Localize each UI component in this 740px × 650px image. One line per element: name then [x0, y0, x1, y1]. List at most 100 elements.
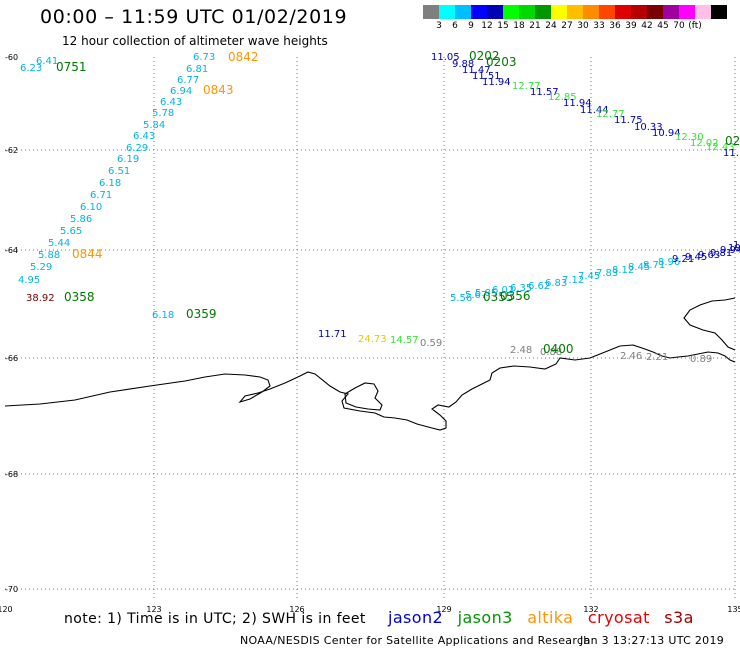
wave-height-label: 10.28 — [733, 240, 740, 251]
pass-time-label: 0359 — [186, 307, 217, 321]
wave-height-label: 6.62 — [528, 281, 550, 292]
pass-time-label: 0356 — [500, 289, 531, 303]
lon-tick-label: 132 — [583, 605, 598, 614]
color-swatch — [567, 5, 583, 19]
wave-height-label: 6.83 — [545, 278, 567, 289]
wave-height-label: 9.63 — [698, 250, 720, 261]
scale-label: 24 — [545, 21, 557, 31]
lat-tick-label: -70 — [5, 585, 18, 594]
wave-height-label: 7.83 — [596, 268, 618, 279]
wave-height-label: 5.44 — [48, 238, 70, 249]
wave-height-label: 6.29 — [126, 143, 148, 154]
wave-height-label: 6.71 — [90, 190, 112, 201]
wave-height-label: 12.77 — [596, 109, 625, 120]
scale-label: 70 — [673, 21, 685, 31]
wave-height-label: 11.94 — [482, 77, 511, 88]
scale-label: 12 — [481, 21, 493, 31]
wave-height-label: 8.12 — [612, 265, 634, 276]
scale-label: 36 — [609, 21, 621, 31]
wave-height-label: 5.56 — [450, 293, 472, 304]
wave-height-label: 0.89 — [690, 354, 712, 365]
wave-height-label: 6.10 — [80, 202, 102, 213]
lon-tick-label: 135 — [727, 605, 740, 614]
lon-tick-label: 126 — [289, 605, 304, 614]
wave-height-label: 9.45 — [685, 252, 707, 263]
wave-height-label: 12.43 — [706, 142, 735, 153]
wave-height-label: 6.43 — [160, 97, 182, 108]
lat-tick-label: -68 — [5, 470, 18, 479]
wave-height-label: 8.71 — [643, 260, 665, 271]
wave-height-label: 5.78 — [152, 108, 174, 119]
color-swatch — [455, 5, 471, 19]
pass-time-label: 0400 — [543, 342, 574, 356]
scale-label: 6 — [452, 21, 458, 31]
color-swatch — [439, 5, 455, 19]
wave-height-label: 5.67 — [465, 290, 487, 301]
wave-height-label: 24.73 — [358, 334, 387, 345]
pass-time-label: 0355 — [483, 290, 514, 304]
wave-height-label: 9.88 — [452, 59, 474, 70]
wave-height-label: 6.73 — [193, 52, 215, 63]
lat-tick-label: -62 — [5, 146, 18, 155]
wave-height-label: 0.88 — [540, 347, 562, 358]
color-swatch — [695, 5, 711, 19]
legend-cryosat: cryosat — [587, 608, 650, 627]
color-swatch — [663, 5, 679, 19]
wave-height-label: 9.21 — [672, 254, 694, 265]
wave-height-label: 10.41 — [0, 0, 29, 3]
wave-height-label: 10.33 — [634, 122, 663, 133]
wave-height-label: 6.23 — [20, 63, 42, 74]
wave-height-label: 10.94 — [652, 128, 681, 139]
color-swatch — [471, 5, 487, 19]
pass-time-label: 0202 — [469, 49, 500, 63]
wave-height-label: 10.12 — [728, 243, 740, 254]
wave-height-label: 2.46 — [620, 351, 642, 362]
coastline-east-promontory — [683, 297, 736, 351]
pass-time-label: 0203 — [486, 55, 517, 69]
satellite-legend: jason2 jason3 altika cryosat s3a — [388, 608, 703, 627]
color-swatch — [599, 5, 615, 19]
color-scale-labels: 3 6 9 12 15 18 21 24 27 30 33 36 39 42 45 70 (ft) — [423, 21, 740, 35]
wave-height-label: 8.96 — [658, 257, 680, 268]
wave-height-label: 11.75 — [614, 115, 643, 126]
wave-height-label: 11.94 — [563, 98, 592, 109]
scale-label: 39 — [625, 21, 637, 31]
wave-height-label: 6.77 — [177, 75, 199, 86]
color-swatch — [503, 5, 519, 19]
wave-height-label: 11.57 — [530, 87, 559, 98]
wave-height-label: 2.21 — [646, 352, 668, 363]
scale-label: 33 — [593, 21, 605, 31]
color-swatch — [551, 5, 567, 19]
wave-height-label: 11.44 — [580, 105, 609, 116]
map-grid: -60 -62 -64 -66 -68 -70 120 123 126 129 132 135 — [0, 53, 740, 614]
pass-time-label: 0358 — [64, 290, 95, 304]
wave-height-label: 12.02 — [690, 138, 719, 149]
wave-height-label: 0.59 — [420, 338, 442, 349]
wave-height-label: 8.45 — [628, 262, 650, 273]
wave-height-label: 4.95 — [18, 275, 40, 286]
wave-height-label: 14.57 — [390, 335, 419, 346]
scale-label: 27 — [561, 21, 573, 31]
scale-label: 42 — [641, 21, 653, 31]
wave-height-label: 9.94 — [720, 245, 740, 256]
wave-height-label: 6.51 — [108, 166, 130, 177]
legend-jason2: jason2 — [388, 608, 444, 627]
wave-height-label: 5.88 — [38, 250, 60, 261]
wave-height-label: 6.02 — [492, 285, 514, 296]
pass-time-label: 02 — [725, 134, 740, 148]
generated-timestamp: Jan 3 13:27:13 UTC 2019 — [580, 634, 725, 647]
scale-label: 18 — [513, 21, 525, 31]
color-swatch — [711, 5, 727, 19]
lat-tick-label: -64 — [5, 246, 18, 255]
lat-tick-label: -60 — [5, 53, 18, 62]
wave-height-label: 6.18 — [99, 178, 121, 189]
legend-altika: altika — [527, 608, 574, 627]
footnote: note: 1) Time is in UTC; 2) SWH is in fe… — [64, 611, 366, 627]
wave-height-label: 5.65 — [60, 226, 82, 237]
wave-height-label: 5.84 — [143, 120, 165, 131]
page-title: 00:00 – 11:59 UTC 01/02/2019 — [40, 6, 348, 28]
color-swatch — [647, 5, 663, 19]
scale-label: 3 — [436, 21, 442, 31]
